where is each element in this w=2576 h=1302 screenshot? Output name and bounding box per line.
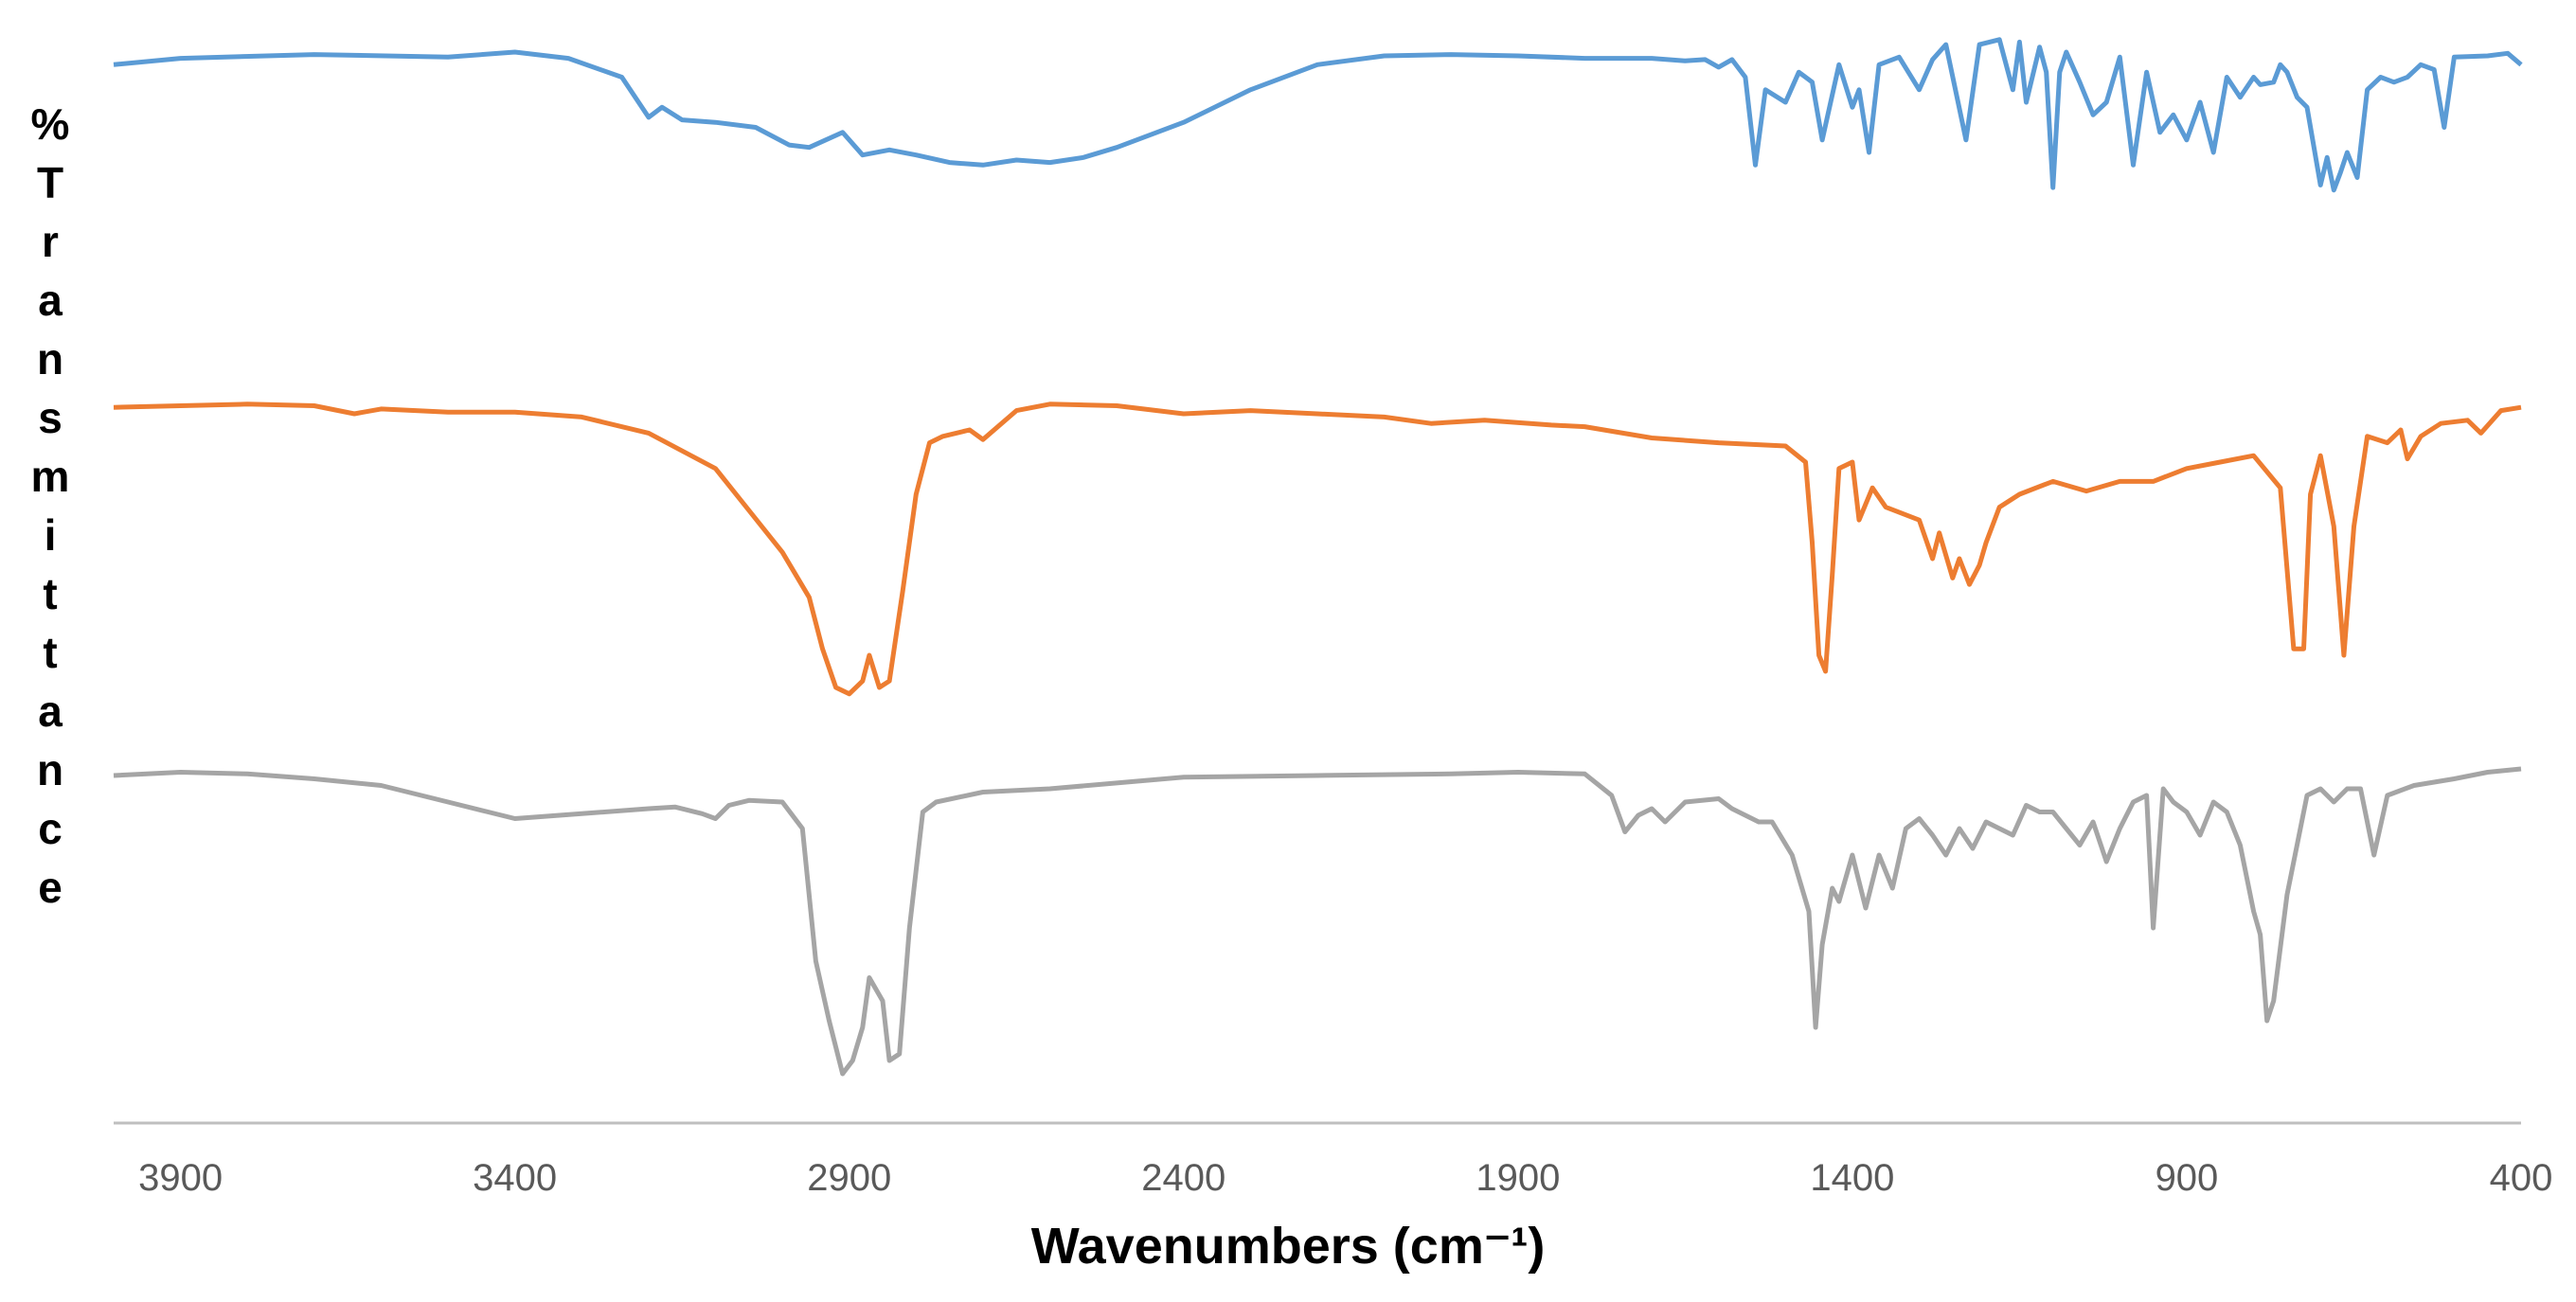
x-tick-label: 1900: [1476, 1157, 1560, 1199]
x-tick-label: 3400: [473, 1157, 557, 1199]
x-tick-label: 2400: [1141, 1157, 1225, 1199]
x-axis-ticks: 3900 3400 2900 2400 1900 1400 900 400: [138, 1157, 2552, 1199]
spectrum-trace-1: [113, 37, 2523, 193]
spectrum-trace-2: [113, 401, 2522, 697]
x-axis-label: Wavenumbers (cm⁻¹): [1030, 1218, 1546, 1275]
spectrum-trace-3: [113, 766, 2522, 1077]
x-tick-label: 2900: [807, 1157, 891, 1199]
spectra-traces: [113, 37, 2523, 1077]
x-tick-label: 400: [2490, 1157, 2553, 1199]
x-tick-label: 1400: [1810, 1157, 1894, 1199]
x-tick-label: 900: [2156, 1157, 2219, 1199]
x-tick-label: 3900: [138, 1157, 223, 1199]
y-axis-label: % T r a n s m i t t a n c e: [30, 99, 70, 912]
